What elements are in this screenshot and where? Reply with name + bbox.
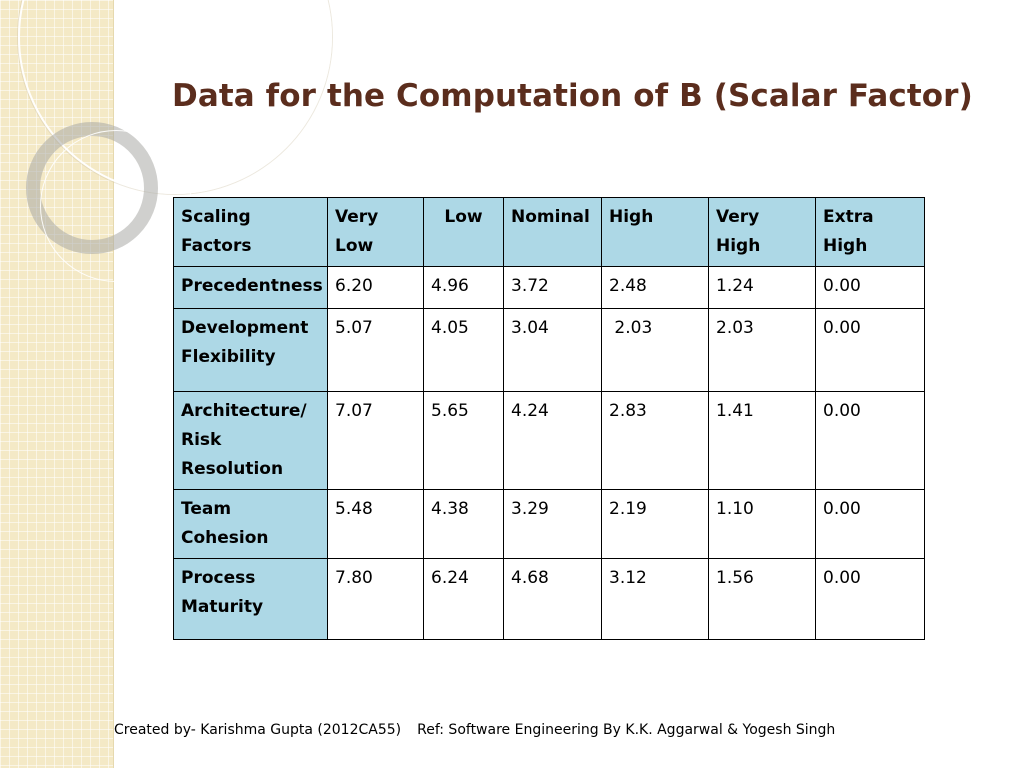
table-cell: 1.24 <box>708 266 816 309</box>
footer-credit: Created by- Karishma Gupta (2012CA55) <box>114 722 402 738</box>
table-cell: 3.12 <box>601 558 709 640</box>
row-label: Precedentness <box>173 266 328 309</box>
table-cell: 0.00 <box>815 489 925 559</box>
table-cell: 3.04 <box>503 308 602 392</box>
table-cell: 2.83 <box>601 391 709 490</box>
table-cell: 5.07 <box>327 308 424 392</box>
column-header: Very Low <box>327 197 424 267</box>
column-header: Low <box>423 197 504 267</box>
decorative-side-band <box>0 0 114 768</box>
table-header-row: Scaling Factors Very Low Low Nominal Hig… <box>173 197 925 267</box>
table-cell: 4.68 <box>503 558 602 640</box>
table-cell: 1.10 <box>708 489 816 559</box>
table-cell: 4.05 <box>423 308 504 392</box>
table-cell: 4.96 <box>423 266 504 309</box>
table-cell: 3.72 <box>503 266 602 309</box>
table-cell: 3.29 <box>503 489 602 559</box>
table-cell: 2.19 <box>601 489 709 559</box>
column-header: Scaling Factors <box>173 197 328 267</box>
table-cell: 1.56 <box>708 558 816 640</box>
table-cell: 1.41 <box>708 391 816 490</box>
column-header: Nominal <box>503 197 602 267</box>
slide-footer: Created by- Karishma Gupta (2012CA55) Ref… <box>114 722 835 738</box>
column-header: High <box>601 197 709 267</box>
table-row: Development Flexibility 5.07 4.05 3.04 2… <box>173 308 925 392</box>
table-cell: 2.03 <box>708 308 816 392</box>
footer-reference: Ref: Software Engineering By K.K. Aggarw… <box>417 722 836 738</box>
column-header: Extra High <box>815 197 925 267</box>
table-row: Team Cohesion 5.48 4.38 3.29 2.19 1.10 0… <box>173 489 925 559</box>
table-cell: 6.24 <box>423 558 504 640</box>
table-cell: 7.07 <box>327 391 424 490</box>
table-cell: 5.48 <box>327 489 424 559</box>
table-row: Precedentness 6.20 4.96 3.72 2.48 1.24 0… <box>173 266 925 309</box>
table-cell: 0.00 <box>815 266 925 309</box>
table-cell: 5.65 <box>423 391 504 490</box>
table-cell: 0.00 <box>815 308 925 392</box>
table-cell: 6.20 <box>327 266 424 309</box>
column-header: Very High <box>708 197 816 267</box>
row-label: Team Cohesion <box>173 489 328 559</box>
scale-factor-table: Scaling Factors Very Low Low Nominal Hig… <box>173 197 925 640</box>
table-row: Process Maturity 7.80 6.24 4.68 3.12 1.5… <box>173 558 925 640</box>
row-label: Development Flexibility <box>173 308 328 392</box>
table-cell: 4.24 <box>503 391 602 490</box>
row-label: Architecture/ Risk Resolution <box>173 391 328 490</box>
slide-title: Data for the Computation of B (Scalar Fa… <box>172 78 973 114</box>
table-row: Architecture/ Risk Resolution 7.07 5.65 … <box>173 391 925 490</box>
table-cell: 0.00 <box>815 391 925 490</box>
table-cell: 2.48 <box>601 266 709 309</box>
row-label: Process Maturity <box>173 558 328 640</box>
table-cell: 7.80 <box>327 558 424 640</box>
table-cell: 2.03 <box>601 308 709 392</box>
table-cell: 0.00 <box>815 558 925 640</box>
table-cell: 4.38 <box>423 489 504 559</box>
